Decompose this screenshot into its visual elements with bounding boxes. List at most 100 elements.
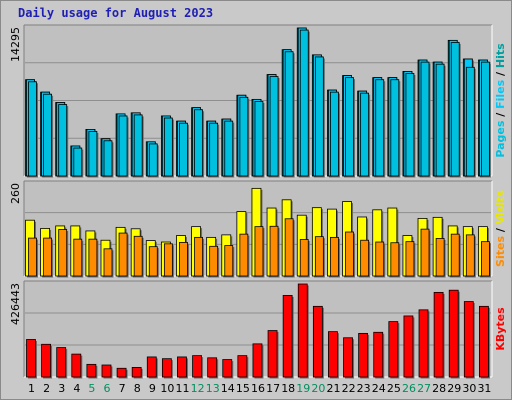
kbytes-bar bbox=[131, 367, 142, 378]
pages-bar bbox=[209, 122, 219, 177]
kbytes-bar bbox=[282, 295, 293, 378]
day-label: 7 bbox=[119, 382, 126, 395]
kbytes-bar bbox=[71, 353, 82, 378]
pages-bar bbox=[465, 66, 475, 177]
day-label: 25 bbox=[387, 382, 401, 395]
pages-bar bbox=[179, 122, 188, 177]
sites-bar bbox=[118, 232, 128, 277]
sites-bar bbox=[405, 241, 415, 277]
kbytes-bar bbox=[373, 331, 384, 378]
kbytes-bar bbox=[177, 356, 187, 378]
kbytes-bar bbox=[192, 355, 202, 378]
kbytes-bar bbox=[297, 283, 308, 378]
day-label: 19 bbox=[296, 382, 310, 395]
sites-bar bbox=[148, 246, 158, 277]
sites-bar bbox=[330, 236, 339, 277]
sites-bar bbox=[420, 228, 430, 277]
day-label: 15 bbox=[236, 382, 250, 395]
pages-bar bbox=[360, 92, 370, 177]
pages-bar bbox=[133, 114, 143, 177]
sites-bar bbox=[314, 236, 324, 277]
sites-bar bbox=[28, 237, 37, 277]
sites-bar bbox=[269, 225, 279, 277]
day-label: 24 bbox=[372, 382, 386, 395]
kbytes-bar bbox=[463, 301, 474, 378]
day-label: 8 bbox=[134, 382, 141, 395]
sites-bar bbox=[239, 233, 249, 277]
sites-bar bbox=[194, 236, 203, 277]
day-label: 30 bbox=[462, 382, 476, 395]
sites-bar bbox=[375, 241, 385, 277]
legend-kbytes: KBytes bbox=[494, 307, 507, 351]
legend-kbytes: KBytes bbox=[494, 307, 507, 351]
sites-bar bbox=[360, 239, 370, 277]
chart-title: Daily usage for August 2023 bbox=[18, 6, 214, 20]
day-label: 3 bbox=[58, 382, 65, 395]
day-label: 22 bbox=[342, 382, 356, 395]
pages-bar bbox=[269, 76, 279, 177]
legend-sites: Sites bbox=[494, 236, 507, 267]
kbytes-bar bbox=[26, 339, 36, 378]
pages-bar bbox=[390, 79, 400, 177]
pages-bar bbox=[224, 120, 234, 177]
kbytes-bar bbox=[237, 355, 248, 378]
pages-bar bbox=[118, 115, 128, 177]
kbytes-ymax-label: 426443 bbox=[9, 283, 22, 325]
legend-sites-visits: Sites / Visits bbox=[494, 190, 507, 267]
sites-bar bbox=[103, 248, 113, 277]
pages-bar bbox=[435, 63, 445, 177]
kbytes-bar bbox=[207, 357, 218, 378]
pages-bar bbox=[299, 29, 309, 177]
sites-bar bbox=[179, 241, 188, 277]
day-label: 10 bbox=[160, 382, 174, 395]
day-label: 17 bbox=[266, 382, 280, 395]
sites-bar bbox=[435, 238, 445, 277]
pages-bar bbox=[284, 51, 294, 177]
pages-bar bbox=[163, 117, 173, 177]
sites-bar bbox=[224, 245, 234, 277]
kbytes-bar bbox=[312, 305, 323, 378]
kbytes-bar bbox=[101, 364, 112, 378]
sites-bar bbox=[481, 241, 490, 277]
kbytes-bar bbox=[403, 315, 414, 378]
day-label: 16 bbox=[251, 382, 265, 395]
day-label: 18 bbox=[281, 382, 295, 395]
kbytes-bar bbox=[252, 343, 263, 378]
kbytes-bar bbox=[86, 363, 97, 378]
sites-bar bbox=[345, 231, 354, 277]
day-label: 9 bbox=[149, 382, 156, 395]
pages-bar bbox=[375, 79, 385, 177]
kbytes-bar bbox=[328, 331, 338, 378]
kbytes-bar bbox=[388, 321, 399, 378]
kbytes-bar bbox=[41, 343, 51, 378]
pages-bar bbox=[194, 109, 203, 177]
pages-bar bbox=[405, 73, 415, 177]
legend-separator: / bbox=[494, 224, 507, 236]
kbytes-bar bbox=[433, 291, 444, 378]
sites-bar bbox=[284, 218, 294, 277]
day-label: 29 bbox=[447, 382, 461, 395]
sites-bar bbox=[163, 243, 173, 277]
kbytes-bar bbox=[146, 356, 157, 378]
pages-bar bbox=[88, 131, 98, 177]
pages-bar bbox=[481, 61, 490, 177]
day-label: 31 bbox=[477, 382, 491, 395]
day-label: 26 bbox=[402, 382, 416, 395]
kbytes-bar bbox=[116, 367, 127, 378]
sites-bar bbox=[133, 235, 143, 277]
kbytes-bar bbox=[343, 337, 353, 378]
kbytes-bar bbox=[161, 358, 172, 378]
sites-bar bbox=[254, 226, 264, 277]
pages-bar bbox=[450, 42, 460, 177]
day-label: 20 bbox=[311, 382, 325, 395]
sites-bar bbox=[73, 238, 83, 277]
kbytes-bar bbox=[222, 359, 233, 378]
legend-visits: Visits bbox=[494, 190, 507, 225]
pages-bar bbox=[254, 101, 264, 177]
pages-bar bbox=[330, 91, 339, 177]
pages-bar bbox=[239, 96, 249, 177]
day-label: 2 bbox=[43, 382, 50, 395]
sites-bar bbox=[465, 234, 475, 277]
kbytes-bar bbox=[56, 347, 67, 378]
